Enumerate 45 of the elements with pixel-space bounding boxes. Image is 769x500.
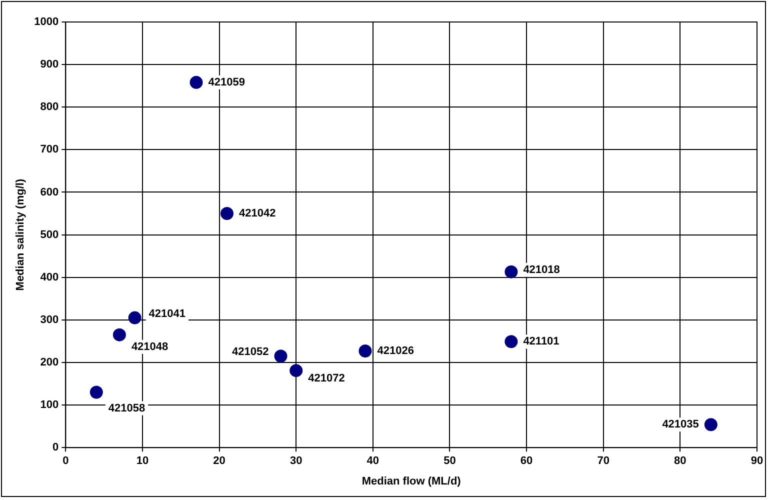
- y-tick-label: 100: [40, 399, 59, 412]
- y-tick-label: 400: [40, 271, 59, 284]
- annotation: 421026: [377, 345, 414, 358]
- point: [220, 207, 234, 220]
- annotation: 421042: [238, 208, 276, 220]
- y-tick-label: 900: [40, 58, 59, 71]
- y-tick-label: 500: [40, 228, 59, 241]
- annotation: 421101: [523, 336, 560, 348]
- point: [504, 335, 518, 348]
- annotation: 421072: [308, 372, 345, 385]
- point: [290, 364, 303, 378]
- y-tick-label: 0: [52, 442, 59, 454]
- point: [704, 418, 718, 432]
- x-tick-label: 0: [62, 455, 69, 468]
- x-tick-label: 80: [674, 455, 686, 468]
- x-tick-label: 10: [136, 455, 149, 468]
- y-tick-label: 600: [40, 186, 59, 198]
- annotation: 421048: [131, 340, 168, 353]
- annotation: 421059: [208, 76, 245, 88]
- y-axis-title: Median salinity (mg/l): [14, 178, 27, 291]
- x-tick-label: 50: [444, 455, 456, 468]
- y-tick-label: 200: [40, 356, 59, 369]
- x-tick-label: 70: [597, 455, 610, 468]
- point: [112, 328, 126, 342]
- x-tick-label: 30: [290, 455, 302, 468]
- x-tick-label: 20: [213, 455, 226, 468]
- y-tick-label: 800: [40, 101, 59, 114]
- annotation: 421058: [108, 402, 146, 414]
- point: [504, 265, 518, 278]
- x-tick-label: 90: [750, 455, 764, 468]
- annotation: 421018: [523, 264, 560, 276]
- point: [274, 350, 288, 363]
- annotation: 421035: [662, 418, 699, 431]
- annotation: 421041: [148, 308, 186, 320]
- x-tick-label: 60: [520, 455, 533, 468]
- y-tick-label: 700: [40, 144, 59, 156]
- y-tick-label: 1000: [34, 16, 59, 28]
- point: [358, 344, 372, 358]
- annotation: 421052: [232, 346, 269, 358]
- point: [190, 76, 203, 89]
- point: [128, 311, 142, 324]
- point: [90, 386, 103, 399]
- x-tick-label: 40: [366, 455, 380, 468]
- x-axis-title: Median flow (ML/d): [362, 475, 462, 488]
- y-tick-label: 300: [40, 314, 59, 326]
